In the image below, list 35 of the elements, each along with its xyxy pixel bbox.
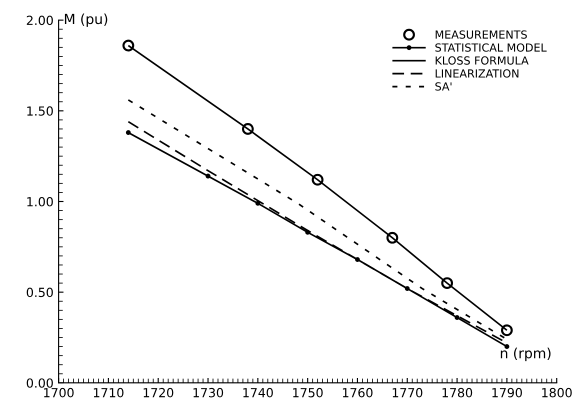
x-tick-label: 1800 [542, 388, 572, 398]
x-axis-title: n (rpm) [500, 348, 551, 362]
x-tick-label: 1790 [492, 388, 522, 398]
y-tick-label: 2.00 [26, 16, 53, 26]
y-tick-label: 0.50 [26, 288, 53, 298]
y-tick-label: 0.00 [26, 378, 53, 388]
x-tick-label: 1770 [392, 388, 422, 398]
legend-label: STATISTICAL MODEL [435, 43, 547, 52]
point [454, 315, 460, 320]
point [386, 232, 398, 244]
point [441, 277, 454, 290]
point [126, 130, 131, 136]
point [255, 200, 260, 206]
point [206, 174, 210, 179]
point [500, 324, 513, 336]
x-tick-label: 1710 [94, 388, 124, 398]
point [404, 286, 410, 291]
legend-label: KLOSS FORMULA [436, 56, 529, 65]
point [312, 174, 324, 186]
x-tick-label: 1750 [293, 388, 323, 398]
x-tick-label: 1780 [442, 388, 472, 398]
x-tick-label: 1700 [44, 388, 74, 398]
x-tick-label: 1760 [342, 388, 373, 398]
y-tick-label: 1.50 [27, 106, 53, 116]
y-axis-title: M (pu) [64, 13, 108, 27]
x-tick-label: 1740 [243, 388, 273, 398]
y-tick-label: 1.00 [27, 196, 53, 206]
legend-label: SA' [435, 82, 452, 91]
point [122, 40, 134, 52]
legend-label: MEASUREMENTS [436, 30, 527, 39]
point [504, 344, 510, 350]
point [242, 123, 254, 135]
x-tick-label: 1720 [144, 388, 174, 398]
x-tick-label: 1730 [193, 388, 224, 398]
legend-label: LINEARIZATION [436, 69, 518, 78]
